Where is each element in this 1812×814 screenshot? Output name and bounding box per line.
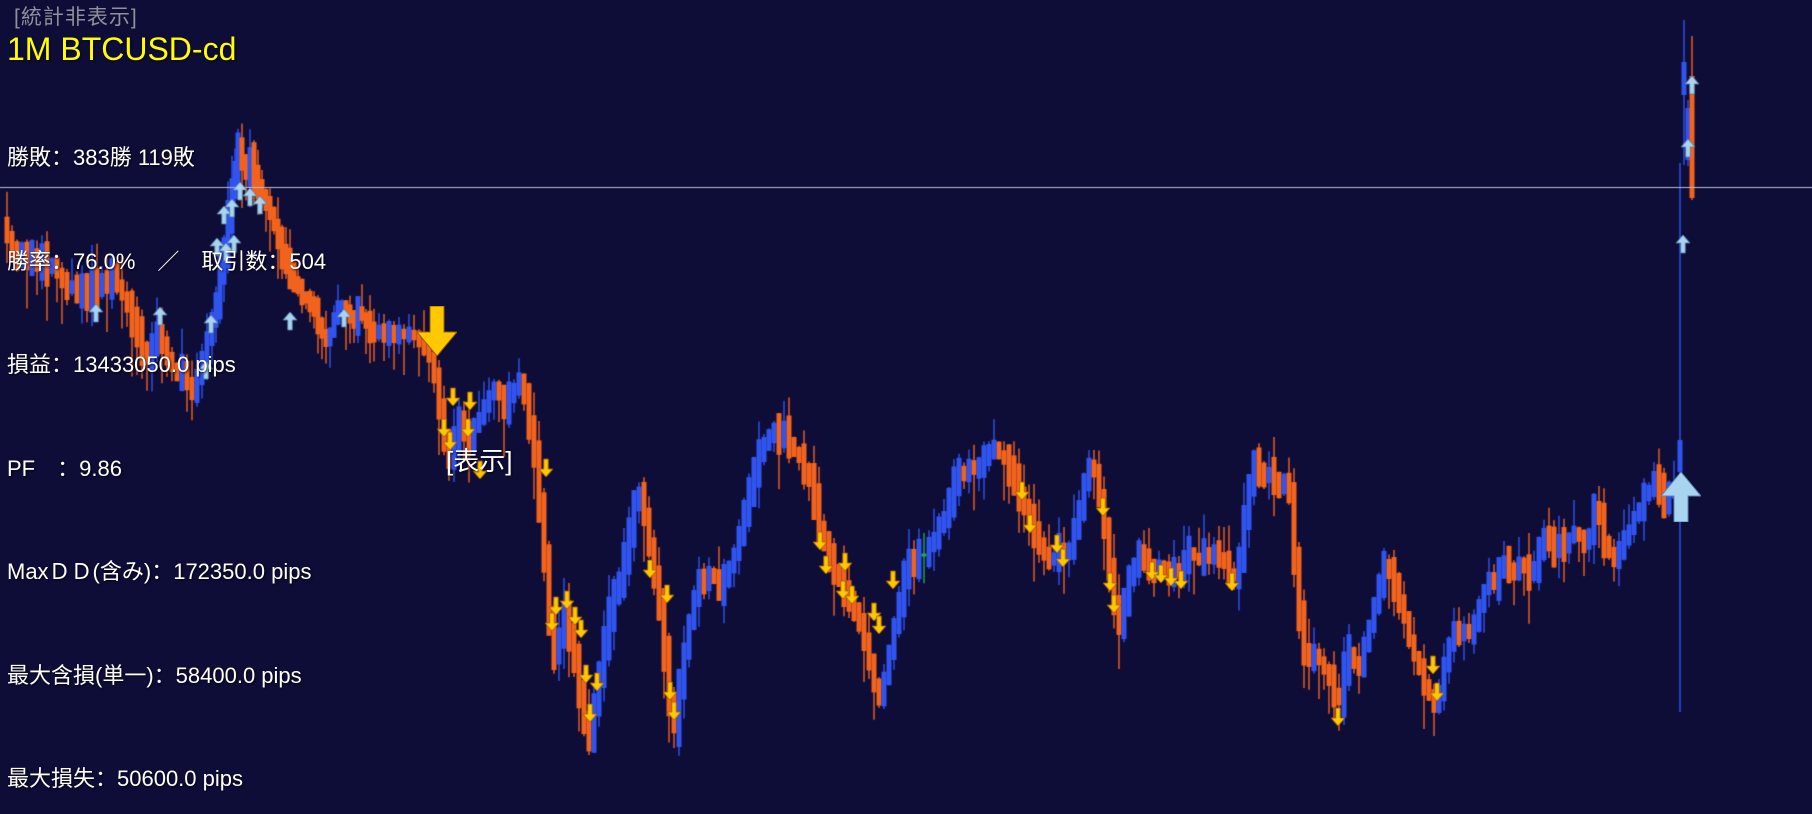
- stat-line-max-floating-loss: 最大含損(単一)：58400.0 pips: [7, 662, 302, 688]
- show-toggle[interactable]: [表示]: [446, 446, 513, 476]
- stat-line-winloss: 勝敗：383勝 119敗: [7, 145, 195, 170]
- stat-line-profit: 損益：13433050.0 pips: [7, 352, 236, 377]
- stats-lines: 勝敗：383勝 119敗 勝率：76.0% ／ 取引数：504 損益：13433…: [7, 72, 326, 814]
- stat-line-pf: PF ：9.86: [7, 455, 122, 481]
- stats-hide-toggle[interactable]: [統計非表示]: [14, 6, 138, 29]
- stat-line-max-loss: 最大損失：50600.0 pips: [7, 766, 243, 791]
- stat-line-winrate: 勝率：76.0% ／ 取引数：504: [7, 248, 327, 274]
- stat-line-maxdd: MaxＤＤ(含み)：172350.0 pips: [7, 559, 312, 584]
- chart-title: 1M BTCUSD-cd: [7, 31, 237, 67]
